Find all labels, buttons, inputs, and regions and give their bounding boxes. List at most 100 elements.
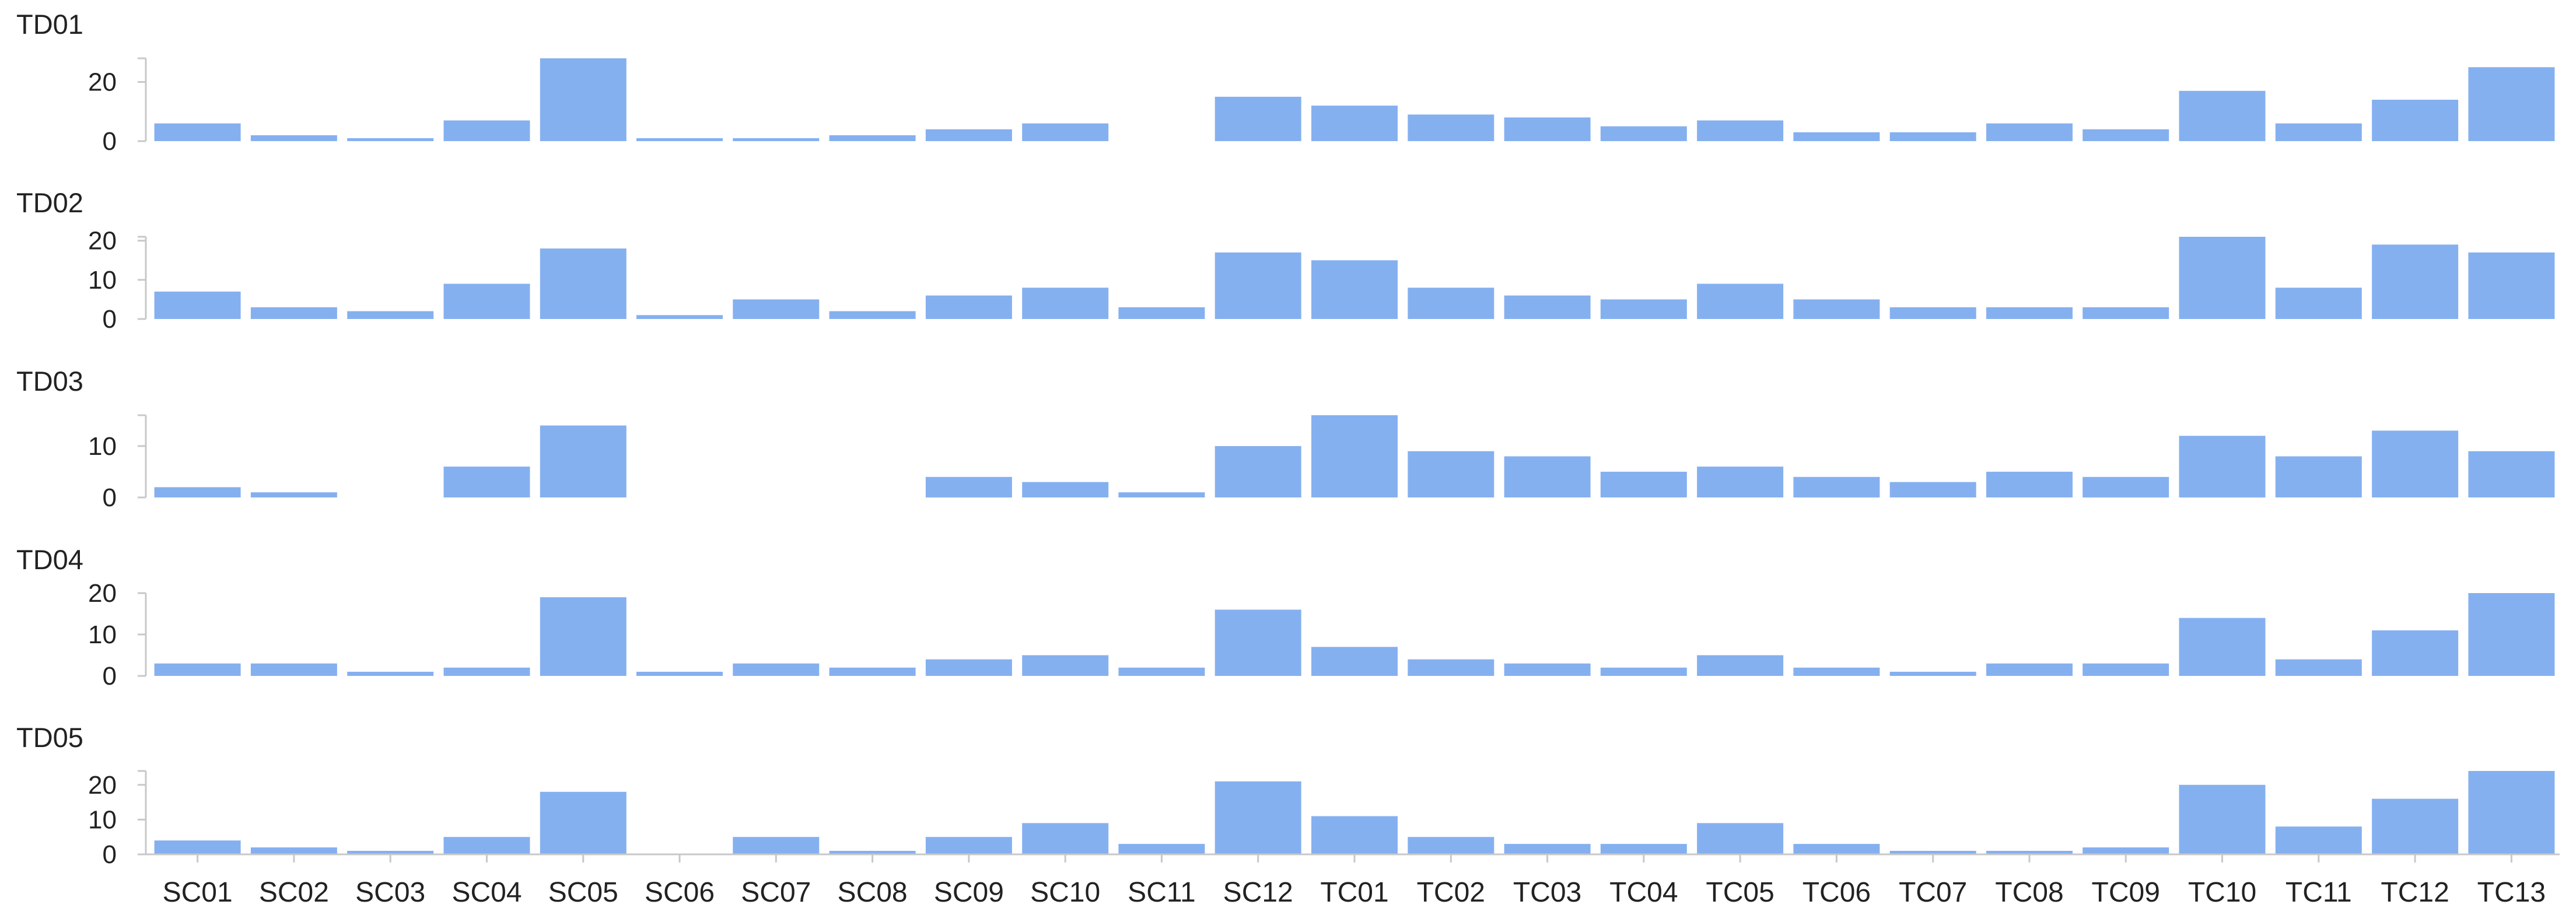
bar-td04-tc03: [1504, 663, 1591, 676]
bar-td04-tc05: [1697, 655, 1784, 676]
bar-td03-tc07: [1889, 482, 1976, 497]
panel-td01: TD01 0 20: [16, 9, 2555, 156]
bar-td05-tc01: [1311, 816, 1398, 854]
bar-td05-tc07: [1889, 851, 1976, 854]
x-tick-label: TC11: [2286, 877, 2352, 908]
x-tick-label: SC11: [1128, 877, 1196, 908]
bar-td04-sc11: [1118, 667, 1205, 676]
x-tick-label: SC03: [355, 877, 425, 908]
bar-td01-sc06: [636, 138, 723, 141]
bar-td04-tc10: [2179, 618, 2266, 676]
bar-td05-tc03: [1504, 844, 1591, 854]
x-tick-label: TC03: [1513, 877, 1581, 908]
bar-td04-tc04: [1600, 667, 1687, 676]
y-tick-label: 20: [88, 771, 117, 800]
bar-td01-sc03: [347, 138, 434, 141]
bar-td04-tc01: [1311, 647, 1398, 676]
bar-td02-sc01: [154, 292, 241, 319]
bar-td01-tc13: [2468, 67, 2555, 141]
panel-td04: TD04 0 10 20: [16, 544, 2555, 690]
x-tick-label: TC07: [1899, 877, 1967, 908]
panel-td05: TD05 0 10 20: [16, 722, 2555, 869]
bar-td02-tc03: [1504, 295, 1591, 319]
bar-td04-sc02: [250, 663, 337, 676]
bar-td03-tc04: [1600, 471, 1687, 497]
y-tick-label: 20: [88, 227, 117, 255]
bar-td01-tc11: [2275, 123, 2362, 141]
bar-td04-sc04: [443, 667, 530, 676]
bar-td01-sc12: [1214, 96, 1301, 141]
y-tick-label: 20: [88, 579, 117, 608]
bar-td05-sc03: [347, 851, 434, 854]
panel-td02: TD02 0 10 20: [16, 187, 2555, 334]
bar-td04-tc06: [1793, 667, 1880, 676]
bar-td01-sc07: [733, 138, 820, 141]
bar-td05-sc09: [925, 837, 1012, 854]
bar-td04-sc06: [636, 671, 723, 676]
bar-td04-tc11: [2275, 659, 2362, 676]
panel-title: TD03: [16, 366, 83, 397]
bar-td02-sc10: [1022, 288, 1109, 319]
y-tick-label: 0: [103, 305, 117, 334]
x-tick-label: TC04: [1609, 877, 1678, 908]
bar-td05-sc11: [1118, 844, 1205, 854]
bar-td05-tc13: [2468, 771, 2555, 854]
bar-td04-sc10: [1022, 655, 1109, 676]
bar-td04-sc05: [540, 597, 626, 676]
y-tick-label: 0: [103, 127, 117, 156]
bar-td02-tc05: [1697, 283, 1784, 319]
panel-title: TD04: [16, 544, 83, 575]
bar-td01-tc12: [2372, 100, 2459, 141]
bar-td02-tc10: [2179, 237, 2266, 319]
bar-td02-sc05: [540, 248, 626, 319]
bar-td03-tc06: [1793, 476, 1880, 498]
bar-td01-tc01: [1311, 106, 1398, 141]
y-tick-label: 20: [88, 68, 117, 97]
bar-td03-sc01: [154, 487, 241, 497]
bar-td01-tc04: [1600, 126, 1687, 141]
x-tick-label: TC10: [2188, 877, 2256, 908]
bar-td02-sc08: [829, 311, 916, 319]
bar-td03-tc12: [2372, 430, 2459, 497]
x-tick-label: TC13: [2477, 877, 2546, 908]
bar-td02-sc07: [733, 299, 820, 319]
x-tick-label: SC10: [1030, 877, 1100, 908]
bar-td05-tc09: [2082, 847, 2169, 854]
x-tick-label: TC08: [1995, 877, 2063, 908]
x-tick-label: TC12: [2381, 877, 2449, 908]
bar-td03-tc05: [1697, 467, 1784, 497]
bar-td03-sc10: [1022, 482, 1109, 497]
bar-td05-sc05: [540, 791, 626, 855]
x-tick-label: SC12: [1223, 877, 1293, 908]
bar-td01-tc03: [1504, 117, 1591, 141]
y-tick-label: 10: [88, 620, 117, 649]
bar-td02-tc08: [1986, 307, 2073, 319]
panel-td03: TD03 0 10: [16, 366, 2555, 512]
x-tick-label: SC09: [934, 877, 1004, 908]
bar-td03-tc08: [1986, 471, 2073, 497]
bar-td03-tc11: [2275, 456, 2362, 497]
bar-td05-tc11: [2275, 826, 2362, 854]
bar-td05-tc04: [1600, 844, 1687, 854]
y-tick-label: 10: [88, 432, 117, 461]
x-tick-label: SC02: [259, 877, 329, 908]
bar-td03-tc13: [2468, 451, 2555, 497]
bar-td02-tc09: [2082, 307, 2169, 319]
bar-td03-tc03: [1504, 456, 1591, 497]
y-tick-label: 0: [103, 662, 117, 690]
bar-td04-tc13: [2468, 593, 2555, 676]
bar-td01-tc02: [1408, 114, 1494, 141]
bar-td05-sc07: [733, 837, 820, 854]
bar-td01-tc08: [1986, 123, 2073, 141]
bar-td05-sc08: [829, 851, 916, 854]
bar-td04-tc09: [2082, 663, 2169, 676]
bar-td01-sc02: [250, 135, 337, 141]
bar-td02-sc06: [636, 315, 723, 319]
bar-td05-sc04: [443, 837, 530, 854]
bar-td01-tc09: [2082, 129, 2169, 141]
x-tick-label: TC09: [2092, 877, 2160, 908]
bar-td04-sc01: [154, 663, 241, 676]
bar-td03-tc02: [1408, 451, 1494, 497]
bar-td05-tc12: [2372, 798, 2459, 854]
bar-td05-tc10: [2179, 784, 2266, 854]
